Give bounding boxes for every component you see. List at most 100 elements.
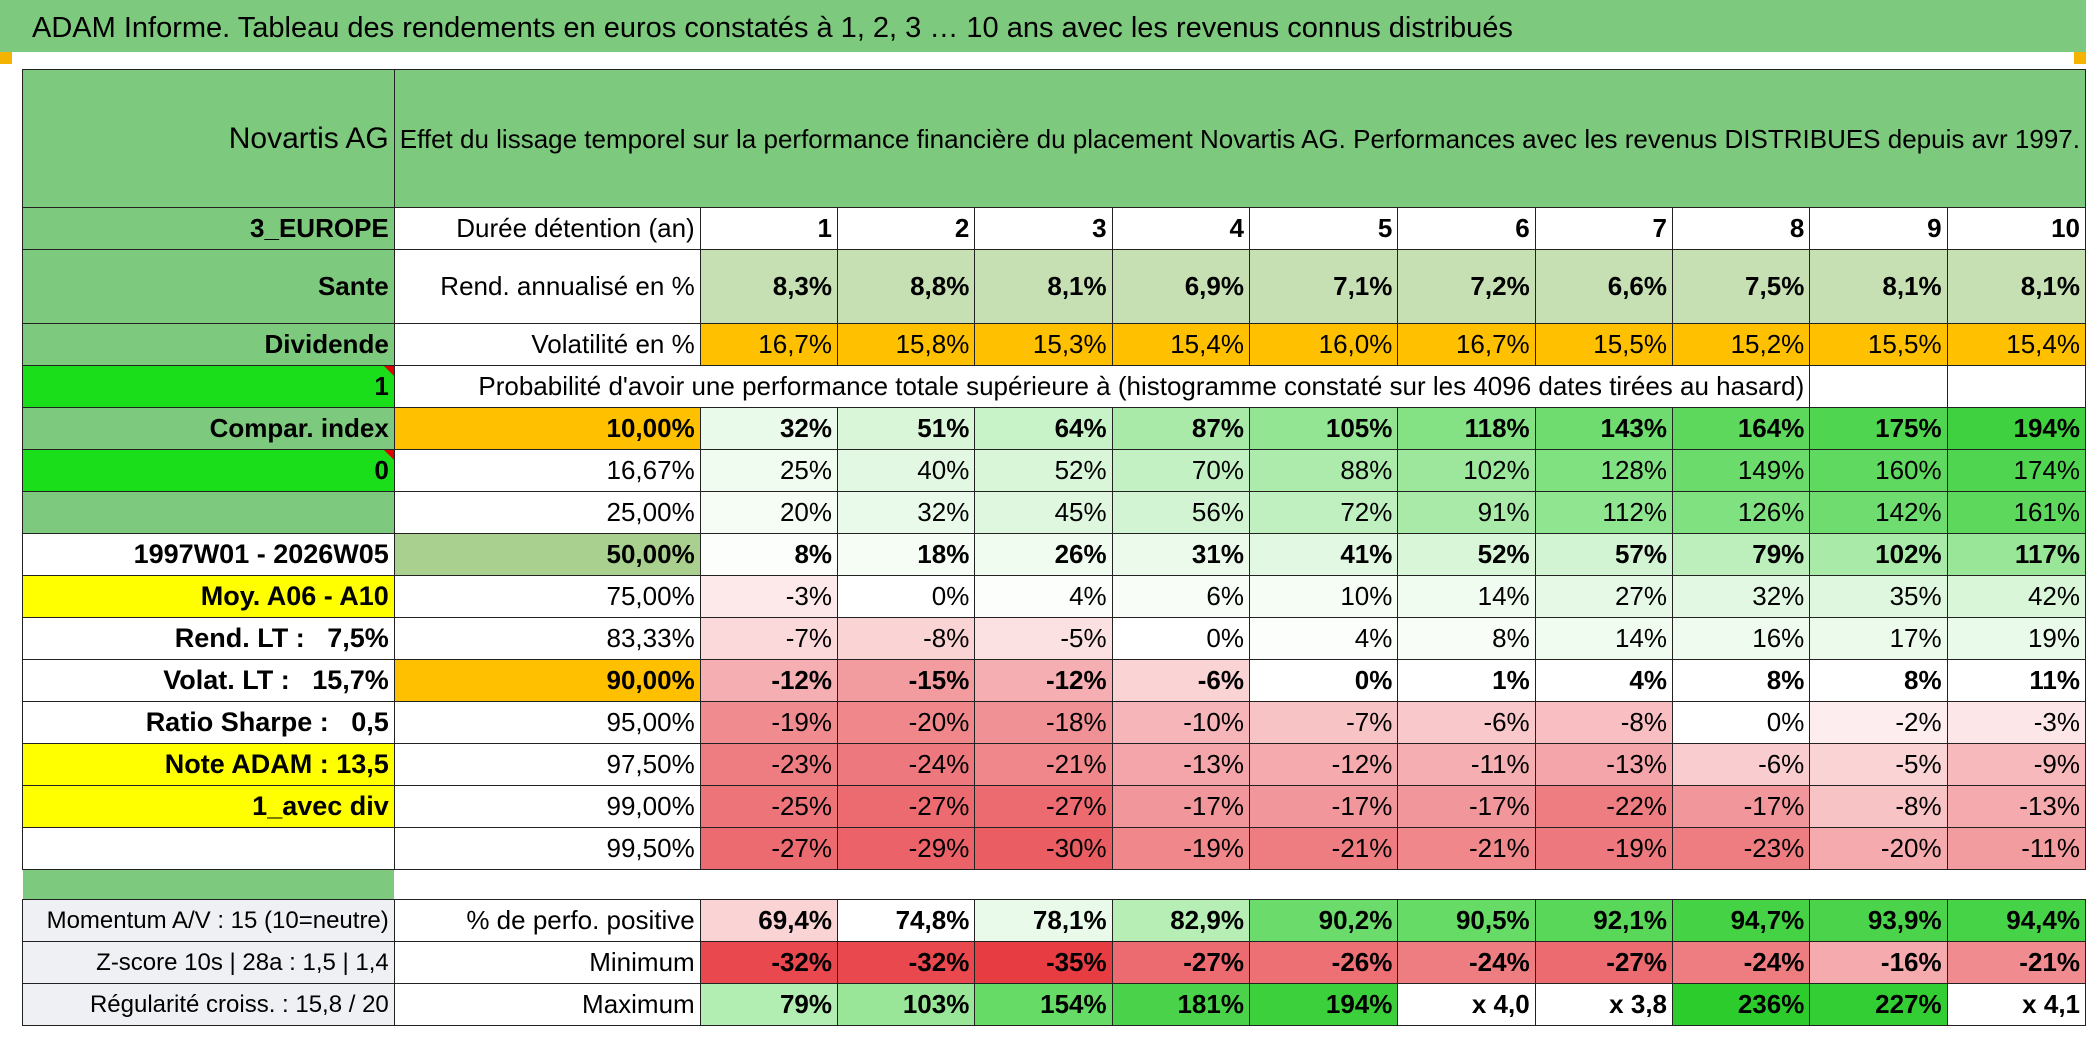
- prob-cell: -21%: [1397, 827, 1536, 870]
- max-cell: 103%: [837, 983, 976, 1026]
- prob-cell: 32%: [699, 407, 839, 450]
- rend-lt-value: 7,5%: [327, 623, 389, 653]
- rend-cell: 8,8%: [837, 249, 976, 324]
- min-cell: -27%: [1534, 941, 1674, 984]
- prob-cell: -22%: [1534, 785, 1674, 828]
- prob-cell: -27%: [699, 827, 839, 870]
- prob-cell: 194%: [1946, 407, 2086, 450]
- regularite-label: Régularité croiss. : 15,8 / 20: [22, 983, 395, 1026]
- vol-cell: 15,5%: [1809, 323, 1948, 366]
- max-label: Maximum: [393, 983, 701, 1026]
- prob-cell: -25%: [699, 785, 839, 828]
- pos-cell: 69,4%: [699, 899, 839, 942]
- prob-cell: 91%: [1397, 491, 1536, 534]
- prob-cell: -7%: [699, 617, 839, 660]
- vol-cell: 15,2%: [1671, 323, 1811, 366]
- prob-cell: 8%: [1397, 617, 1536, 660]
- rend-cell: 8,3%: [699, 249, 839, 324]
- prob-cell: 143%: [1534, 407, 1674, 450]
- sector-label: Sante: [22, 249, 395, 324]
- prob-cell: 72%: [1248, 491, 1399, 534]
- prob-cell: -12%: [699, 659, 839, 702]
- duree-label: Durée détention (an): [393, 207, 701, 250]
- vol-cell: 16,7%: [1397, 323, 1536, 366]
- rend-lt-label: Rend. LT :: [174, 623, 305, 653]
- rend-label: Rend. annualisé en %: [393, 249, 701, 324]
- left-margin: [0, 52, 22, 1044]
- prob-cell: -13%: [1946, 785, 2086, 828]
- prob-threshold: 16,67%: [393, 449, 701, 492]
- prob-cell: -20%: [1809, 827, 1948, 870]
- vol-cell: 15,5%: [1534, 323, 1674, 366]
- prob-cell: -30%: [974, 827, 1113, 870]
- min-cell: -32%: [837, 941, 976, 984]
- prob-cell: -2%: [1809, 701, 1948, 744]
- prob-cell: -17%: [1111, 785, 1250, 828]
- vol-cell: 16,0%: [1248, 323, 1399, 366]
- prob-cell: 17%: [1809, 617, 1948, 660]
- prob-cell: -9%: [1946, 743, 2086, 786]
- prob-cell: -8%: [1534, 701, 1674, 744]
- year-header: 5: [1248, 207, 1399, 250]
- rend-cell: 8,1%: [974, 249, 1113, 324]
- prob-cell: 142%: [1809, 491, 1948, 534]
- vol-cell: 16,7%: [699, 323, 839, 366]
- rend-cell: 7,2%: [1397, 249, 1536, 324]
- prob-cell: -21%: [1248, 827, 1399, 870]
- prob-cell: -13%: [1534, 743, 1674, 786]
- prob-cell: 14%: [1397, 575, 1536, 618]
- vol-label: Volatilité en %: [393, 323, 701, 366]
- prob-cell: 105%: [1248, 407, 1399, 450]
- flag-1-cell[interactable]: 1: [22, 365, 395, 408]
- year-header: 10: [1946, 207, 2086, 250]
- volat-lt-value: 15,7%: [312, 665, 389, 695]
- prob-threshold: 10,00%: [393, 407, 701, 450]
- prob-cell: -21%: [974, 743, 1113, 786]
- prob-cell: 57%: [1534, 533, 1674, 576]
- prob-cell: -13%: [1111, 743, 1250, 786]
- prob-row: Moy. A06 - A10 75,00% -3% 0% 4% 6% 10% 1…: [22, 575, 2086, 618]
- prob-cell: -19%: [1534, 827, 1674, 870]
- region-label: 3_EUROPE: [22, 207, 395, 250]
- prob-cell: 4%: [1248, 617, 1399, 660]
- vol-cell: 15,4%: [1111, 323, 1250, 366]
- volat-lt: Volat. LT : 15,7%: [22, 659, 395, 702]
- prob-cell: 42%: [1946, 575, 2086, 618]
- prob-cell: -19%: [699, 701, 839, 744]
- max-cell: 227%: [1809, 983, 1948, 1026]
- pos-cell: 74,8%: [837, 899, 976, 942]
- min-cell: -26%: [1248, 941, 1399, 984]
- max-cell: x 3,8: [1534, 983, 1674, 1026]
- prob-cell: 70%: [1111, 449, 1250, 492]
- pos-cell: 90,2%: [1248, 899, 1399, 942]
- prob-cell: -6%: [1111, 659, 1250, 702]
- prob-cell: 20%: [699, 491, 839, 534]
- prob-cell: 41%: [1248, 533, 1399, 576]
- year-header: 3: [974, 207, 1113, 250]
- max-cell: 79%: [699, 983, 839, 1026]
- prob-cell: 6%: [1111, 575, 1250, 618]
- stock-name: Novartis AG: [22, 69, 395, 208]
- prob-cell: -5%: [974, 617, 1113, 660]
- prob-cell: 32%: [1671, 575, 1811, 618]
- zscore-label: Z-score 10s | 28a : 1,5 | 1,4: [22, 941, 395, 984]
- pos-label: % de perfo. positive: [393, 899, 701, 942]
- momentum-label: Momentum A/V : 15 (10=neutre): [22, 899, 395, 942]
- prob-cell: -20%: [837, 701, 976, 744]
- prob-cell: 87%: [1111, 407, 1250, 450]
- prob-cell: -15%: [837, 659, 976, 702]
- prob-cell: 18%: [837, 533, 976, 576]
- prob-cell: -11%: [1946, 827, 2086, 870]
- max-cell: 154%: [974, 983, 1113, 1026]
- prob-cell: 79%: [1671, 533, 1811, 576]
- sharpe-value: 0,5: [351, 707, 389, 737]
- note-adam: Note ADAM : 13,5: [22, 743, 395, 786]
- pos-cell: 78,1%: [974, 899, 1113, 942]
- min-cell: -24%: [1671, 941, 1811, 984]
- prob-row: Rend. LT : 7,5% 83,33% -7% -8% -5% 0% 4%…: [22, 617, 2086, 660]
- min-cell: -32%: [699, 941, 839, 984]
- prob-cell: 32%: [837, 491, 976, 534]
- prob-threshold: 75,00%: [393, 575, 701, 618]
- max-cell: 194%: [1248, 983, 1399, 1026]
- flag-0-cell[interactable]: 0: [22, 449, 395, 492]
